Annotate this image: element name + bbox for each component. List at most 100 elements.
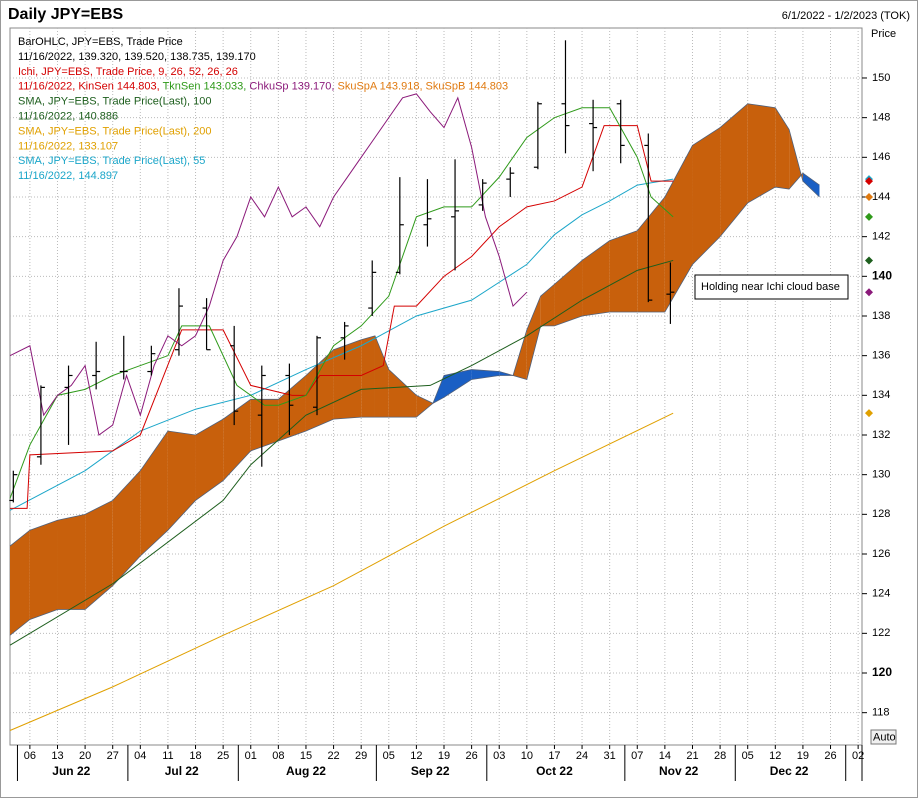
legend-text: 11/16/2022, KinSen 144.803, [18,81,163,93]
legend-text: SMA, JPY=EBS, Trade Price(Last), 55 [18,155,205,167]
line-series [9,178,674,511]
cloud-segment [526,296,541,380]
x-tick-label: 21 [686,750,698,762]
cloud-segment [374,335,389,418]
x-tick-label: 07 [631,750,643,762]
x-tick-label: 29 [355,750,367,762]
cloud-segment [416,395,433,418]
legend-text: ChkuSp 139.170, [249,81,337,93]
line-series [9,107,674,499]
legend-text: BarOHLC, JPY=EBS, Trade Price [18,36,183,48]
x-tick-label: 27 [107,750,119,762]
x-tick-label: 06 [24,750,36,762]
cloud-segment [444,369,472,398]
plot-area [9,27,863,746]
cloud-segment [802,173,820,197]
cloud-segment [361,335,375,418]
cloud-segment [57,514,86,610]
x-tick-label: 31 [604,750,616,762]
cloud-segment [223,399,251,481]
x-tick-label: 12 [410,750,422,762]
last-value-marker [865,409,873,418]
cloud-segment [305,349,334,432]
legend-entry: 11/16/2022, 139.320, 139.520, 138.735, 1… [18,51,256,63]
legend-text: SMA, JPY=EBS, Trade Price(Last), 100 [18,96,212,108]
auto-button[interactable] [870,729,897,745]
cloud-segment [664,145,693,313]
cloud-edge [9,103,820,547]
x-tick-label: 05 [383,750,395,762]
legend-text: 11/16/2022, 140.886 [18,110,118,122]
legend-entry: 11/16/2022, 140.886 [18,110,118,122]
cloud-segment [554,260,583,326]
month-label: Dec 22 [770,764,809,778]
cloud-segment [10,530,30,636]
legend-text: 11/16/2022, 133.107 [18,140,118,152]
legend-entry: BarOHLC, JPY=EBS, Trade Price [18,36,183,48]
cloud-segment [471,369,500,380]
cloud-segment [582,240,610,316]
y-tick-label: 118 [872,707,890,719]
cloud-segment [250,399,279,451]
y-tick-label: 132 [872,429,890,441]
annotation-box [694,274,849,300]
auto-button-label[interactable]: Auto [873,731,896,743]
legend-entry: 11/16/2022, 144.897 [18,170,118,182]
y-tick-label: 146 [872,151,890,163]
chart-title: Daily JPY=EBS [8,6,124,23]
line-series [10,125,674,509]
cloud-segment [388,369,417,418]
y-tick-label: 148 [872,112,890,124]
y-tick-label: 130 [872,469,890,481]
x-tick-label: 19 [438,750,450,762]
y-tick-label: 144 [872,191,890,203]
x-tick-label: 22 [327,750,339,762]
x-tick-label: 02 [852,750,864,762]
cloud-segment [747,103,776,203]
month-label: Jun 22 [52,764,90,778]
y-tick-label: 134 [872,389,890,401]
cloud-segment [140,431,168,556]
x-tick-label: 11 [162,750,173,762]
month-label: Oct 22 [536,764,573,778]
x-tick-label: 12 [769,750,781,762]
x-tick-label: 15 [300,750,312,762]
cloud-segment [637,196,665,313]
legend-text: SkuSpA 143.918, SkuSpB 144.803 [337,81,508,93]
month-label: Nov 22 [659,764,699,778]
cloud-segment [167,431,196,531]
x-tick-label: 26 [465,750,477,762]
legend-text: SMA, JPY=EBS, Trade Price(Last), 200 [18,125,212,137]
x-tick-label: 17 [548,750,560,762]
x-tick-label: 03 [493,750,505,762]
x-tick-label: 01 [245,750,257,762]
cloud-segment [609,230,638,313]
line-series [9,93,528,436]
cloud-segment [112,470,141,586]
y-tick-label: 150 [872,72,890,84]
x-tick-label: 05 [742,750,754,762]
x-tick-label: 26 [824,750,836,762]
month-label: Aug 22 [286,764,326,778]
x-tick-label: 24 [576,750,588,762]
cloud-segment [720,103,748,237]
legend-entry: SMA, JPY=EBS, Trade Price(Last), 100 [18,96,212,108]
cloud-segment [85,500,113,610]
last-value-marker [865,288,873,297]
legend-text: 11/16/2022, 144.897 [18,170,118,182]
cloud-segment [278,375,306,441]
cloud-segment [692,127,721,265]
last-value-marker [865,177,873,186]
x-tick-label: 19 [797,750,809,762]
line-series [9,412,674,731]
last-value-marker [865,256,873,265]
last-value-marker [865,192,873,201]
y-tick-label: 128 [872,508,890,520]
legend-text: Ichi, JPY=EBS, Trade Price, 9, 26, 52, 2… [18,66,238,78]
cloud-segment [775,107,790,190]
cloud-segment [195,419,224,501]
y-tick-label: 138 [872,310,890,322]
x-tick-label: 13 [51,750,63,762]
annotation: Holding near Ichi cloud base [701,281,840,293]
